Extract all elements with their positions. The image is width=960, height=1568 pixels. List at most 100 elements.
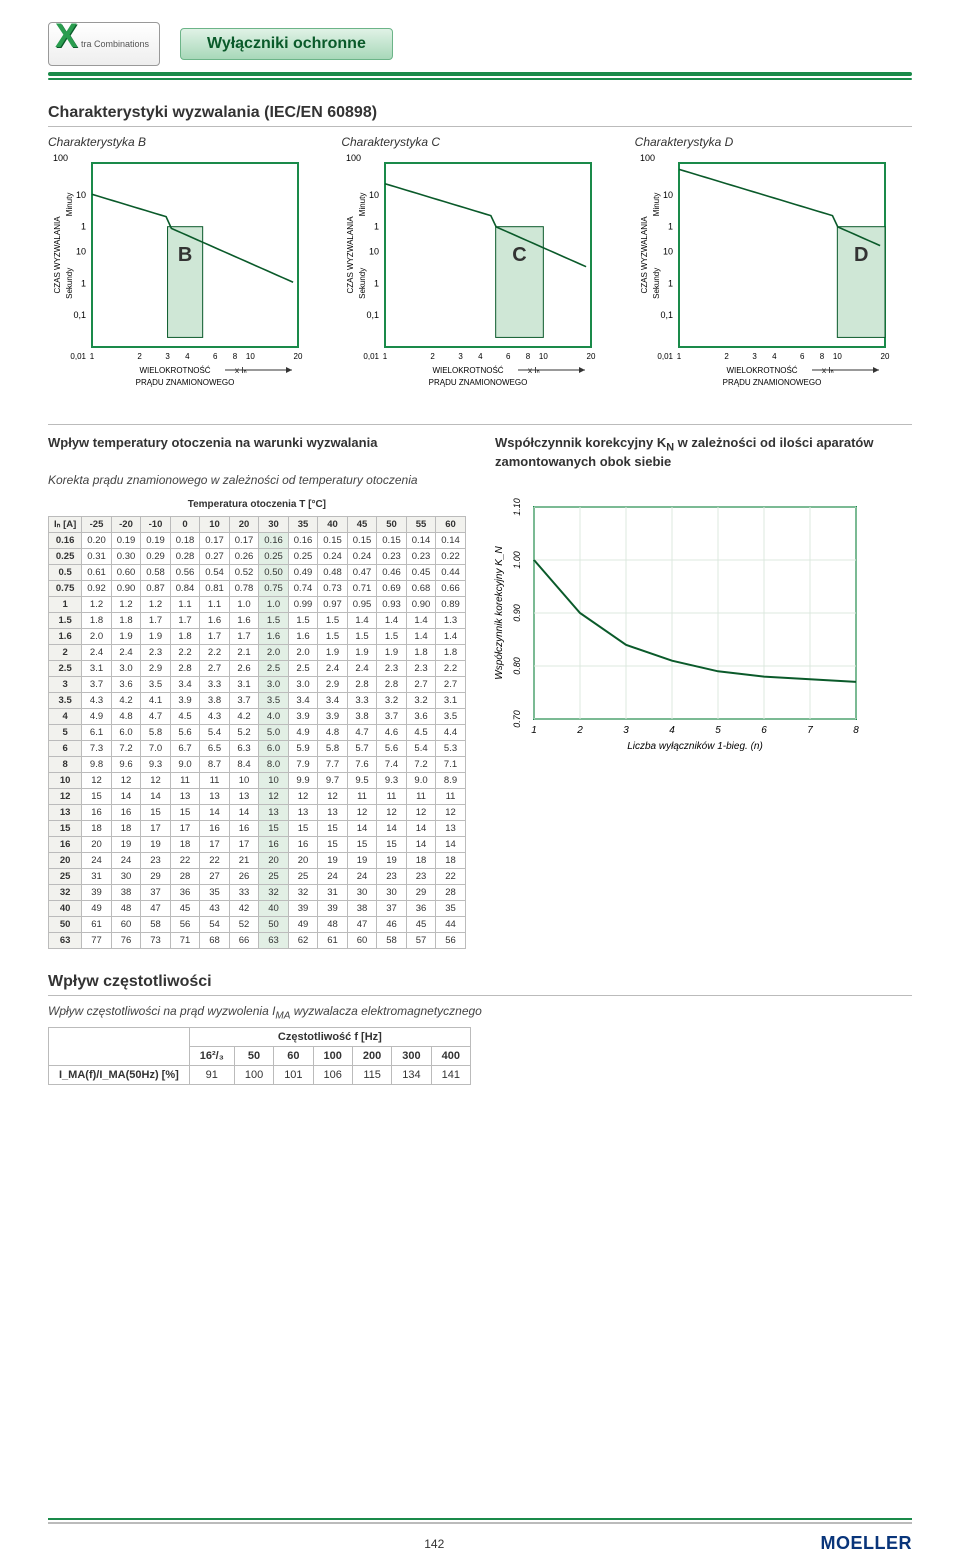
svg-text:PRĄDU ZNAMIONOWEGO: PRĄDU ZNAMIONOWEGO (722, 378, 821, 387)
svg-text:0,01: 0,01 (70, 352, 86, 361)
svg-text:1: 1 (383, 352, 388, 361)
svg-text:10: 10 (663, 246, 673, 256)
freq-subtitle: Wpływ częstotliwości na prąd wyzwolenia … (48, 1004, 912, 1021)
svg-text:1: 1 (81, 222, 86, 232)
svg-text:10: 10 (833, 352, 842, 361)
kn-section-title: Współczynnik korekcyjny KN w zależności … (495, 435, 912, 469)
svg-text:10: 10 (76, 190, 86, 200)
svg-text:4: 4 (669, 725, 675, 736)
svg-text:6: 6 (800, 352, 805, 361)
kn-chart: 1 2 3 4 5 6 7 8 0.70 0.80 0.90 1.00 1.10 Liczba wyłąc… (490, 495, 870, 760)
svg-text:2: 2 (576, 725, 583, 736)
svg-text:1: 1 (90, 352, 95, 361)
svg-text:6: 6 (506, 352, 511, 361)
svg-text:3: 3 (752, 352, 757, 361)
svg-text:0.80: 0.80 (512, 657, 522, 675)
svg-text:PRĄDU ZNAMIONOWEGO: PRĄDU ZNAMIONOWEGO (429, 378, 528, 387)
svg-text:3: 3 (623, 725, 629, 736)
svg-text:2: 2 (724, 352, 729, 361)
svg-text:1.00: 1.00 (512, 551, 522, 569)
tripping-chart: B1001011010,112346810200,01CZAS WYZWALAN… (48, 153, 325, 398)
svg-text:Minuty: Minuty (358, 193, 367, 217)
svg-text:0,01: 0,01 (364, 352, 380, 361)
logo: X tra Combinations (48, 22, 160, 66)
svg-text:5: 5 (715, 725, 721, 736)
svg-text:6: 6 (761, 725, 767, 736)
svg-text:0,1: 0,1 (367, 310, 380, 320)
svg-text:10: 10 (663, 190, 673, 200)
svg-text:10: 10 (369, 190, 379, 200)
svg-text:100: 100 (640, 153, 655, 163)
svg-text:10: 10 (246, 352, 255, 361)
svg-text:8: 8 (526, 352, 531, 361)
page-number: 142 (424, 1537, 444, 1551)
logo-text: tra Combinations (81, 39, 149, 49)
svg-text:PRĄDU ZNAMIONOWEGO: PRĄDU ZNAMIONOWEGO (136, 378, 235, 387)
svg-text:8: 8 (853, 725, 859, 736)
temp-table-caption: Temperatura otoczenia T [°C] (48, 499, 466, 510)
svg-text:7: 7 (807, 725, 813, 736)
svg-text:4: 4 (185, 352, 190, 361)
svg-text:WIELOKROTNOŚĆ: WIELOKROTNOŚĆ (139, 366, 210, 375)
svg-text:Minuty: Minuty (652, 193, 661, 217)
tripping-charts-row: Charakterystyka BB1001011010,11234681020… (48, 135, 912, 398)
svg-text:20: 20 (294, 352, 303, 361)
chart-title: Charakterystyka B (48, 135, 325, 149)
svg-text:0,1: 0,1 (660, 310, 673, 320)
chart-title: Charakterystyka D (635, 135, 912, 149)
svg-text:B: B (178, 244, 192, 266)
svg-text:3: 3 (165, 352, 170, 361)
svg-text:2: 2 (431, 352, 436, 361)
svg-text:1: 1 (676, 352, 681, 361)
temp-section-title: Wpływ temperatury otoczenia na warunki w… (48, 435, 465, 469)
svg-text:1: 1 (81, 278, 86, 288)
svg-text:D: D (854, 244, 868, 266)
tripping-chart: C 100 10 1 10 1 0,1 1 2 3 4 6 8 10 20 0,01 CZAS WYZWALAN… (341, 153, 618, 398)
svg-text:Sekundy: Sekundy (65, 268, 74, 299)
svg-text:0,1: 0,1 (73, 310, 86, 320)
svg-text:WIELOKROTNOŚĆ: WIELOKROTNOŚĆ (433, 366, 504, 375)
svg-text:4: 4 (478, 352, 483, 361)
header-pill: Wyłączniki ochronne (180, 28, 393, 60)
section-charak-title: Charakterystyki wyzwalania (IEC/EN 60898… (48, 104, 912, 127)
svg-text:0,01: 0,01 (657, 352, 673, 361)
svg-text:Sekundy: Sekundy (358, 268, 367, 299)
svg-text:Współczynnik korekcyjny K_N: Współczynnik korekcyjny K_N (494, 545, 505, 679)
svg-text:1: 1 (374, 278, 379, 288)
svg-text:0.90: 0.90 (512, 604, 522, 622)
freq-section-title: Wpływ częstotliwości (48, 973, 912, 996)
svg-text:100: 100 (53, 153, 68, 163)
svg-text:8: 8 (233, 352, 238, 361)
svg-text:4: 4 (772, 352, 777, 361)
svg-text:C: C (513, 244, 527, 266)
frequency-table: Częstotliwość f [Hz]16²/₃506010020030040… (48, 1027, 471, 1085)
svg-text:10: 10 (369, 246, 379, 256)
svg-text:8: 8 (819, 352, 824, 361)
svg-text:1.10: 1.10 (512, 498, 522, 516)
svg-text:WIELOKROTNOŚĆ: WIELOKROTNOŚĆ (726, 366, 797, 375)
chart-title: Charakterystyka C (341, 135, 618, 149)
svg-text:CZAS WYZWALANIA: CZAS WYZWALANIA (53, 216, 62, 294)
svg-text:Minuty: Minuty (65, 193, 74, 217)
svg-text:2: 2 (137, 352, 142, 361)
svg-text:0.70: 0.70 (512, 710, 522, 728)
svg-text:Liczba wyłączników 1-bieg. (n): Liczba wyłączników 1-bieg. (n) (627, 741, 763, 752)
svg-text:Sekundy: Sekundy (652, 268, 661, 299)
svg-text:20: 20 (587, 352, 596, 361)
temp-table-wrap: Temperatura otoczenia T [°C] Iₙ [A]-25-2… (48, 495, 466, 949)
svg-text:10: 10 (539, 352, 548, 361)
tripping-chart: D 100 10 1 10 1 0,1 1 2 3 4 6 8 10 20 0,01 CZAS WYZWALAN… (635, 153, 912, 398)
svg-text:6: 6 (213, 352, 218, 361)
svg-text:20: 20 (880, 352, 889, 361)
svg-text:1: 1 (531, 725, 537, 736)
svg-text:100: 100 (346, 153, 361, 163)
brand-logo: MOELLER (821, 1533, 913, 1554)
svg-text:1: 1 (668, 278, 673, 288)
temperature-table: Iₙ [A]-25-20-1001020303540455055600.160.… (48, 516, 466, 949)
korekta-note: Korekta prądu znamionowego w zależności … (48, 473, 912, 487)
svg-text:3: 3 (459, 352, 464, 361)
svg-text:1: 1 (374, 222, 379, 232)
svg-text:CZAS WYZWALANIA: CZAS WYZWALANIA (640, 216, 649, 294)
svg-text:1: 1 (668, 222, 673, 232)
svg-text:CZAS WYZWALANIA: CZAS WYZWALANIA (346, 216, 355, 294)
